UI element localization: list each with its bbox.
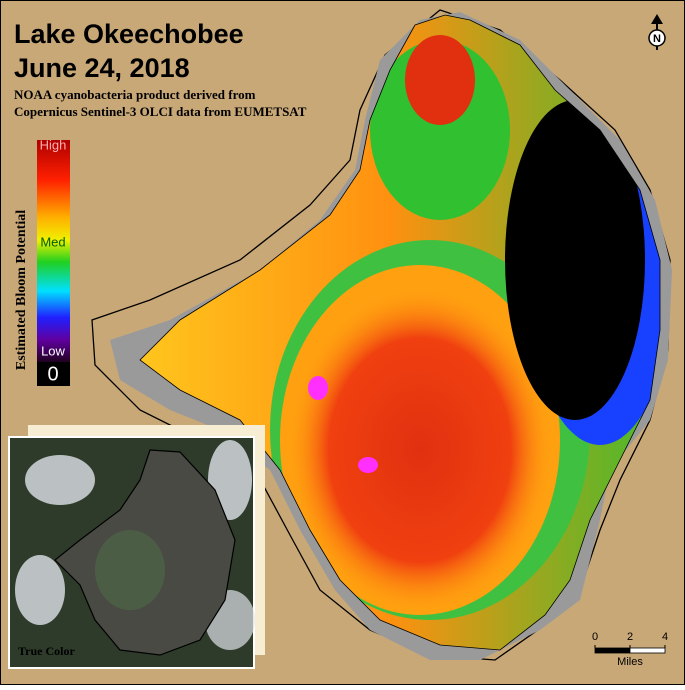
legend-label: Low xyxy=(41,343,65,358)
bloom-none xyxy=(505,100,645,420)
scale-tick-label: 2 xyxy=(627,631,633,643)
subtitle: NOAA cyanobacteria product derived from xyxy=(14,87,256,102)
bloom-magenta xyxy=(308,376,328,400)
scale-bar: 0 2 4 xyxy=(592,631,668,654)
scale-unit: Miles xyxy=(617,656,643,668)
inset-backing xyxy=(28,425,265,439)
scale-segment xyxy=(629,647,666,654)
bloom-magenta xyxy=(358,457,378,473)
subtitle: Copernicus Sentinel-3 OLCI data from EUM… xyxy=(14,104,307,119)
colorbar-zero xyxy=(37,362,70,386)
shoreline xyxy=(139,14,661,651)
legend-label: Med xyxy=(40,234,65,249)
north-arrow: N xyxy=(648,14,666,50)
legend-label: High xyxy=(40,137,67,152)
bloom-north-green xyxy=(370,40,510,220)
north-label: N xyxy=(653,33,661,45)
legend-zero: 0 xyxy=(47,363,58,385)
scale-tick-label: 4 xyxy=(662,631,668,643)
bloom-raster xyxy=(140,15,660,650)
date: June 24, 2018 xyxy=(14,53,190,83)
title: Lake Okeechobee xyxy=(14,19,244,49)
scale-tick-label: 0 xyxy=(592,631,598,643)
scale-segment xyxy=(594,647,631,654)
colorbar xyxy=(37,140,70,362)
bloom-red xyxy=(290,290,550,610)
inset-true-color: True Color xyxy=(8,436,255,669)
legend-title: Estimated Bloom Potential xyxy=(14,210,29,370)
bloom-north-red xyxy=(405,35,475,125)
inset-label: True Color xyxy=(18,644,75,658)
